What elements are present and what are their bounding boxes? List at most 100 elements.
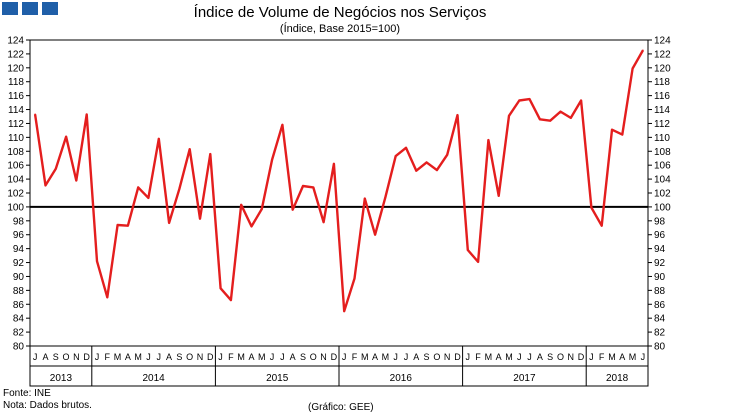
data-point bbox=[260, 208, 263, 210]
x-month-label: A bbox=[166, 352, 172, 362]
x-month-label: S bbox=[547, 352, 553, 362]
logo-square bbox=[2, 2, 18, 15]
y-tick-label-right: 116 bbox=[654, 91, 670, 102]
x-month-label: J bbox=[517, 352, 522, 362]
data-point bbox=[621, 133, 624, 136]
x-month-label: O bbox=[310, 352, 317, 362]
data-point bbox=[518, 99, 521, 102]
data-point bbox=[611, 128, 613, 131]
data-point bbox=[446, 153, 449, 156]
x-month-label: A bbox=[537, 352, 543, 362]
data-point bbox=[363, 197, 366, 200]
y-tick-label-left: 84 bbox=[13, 314, 25, 325]
x-month-label: N bbox=[197, 352, 204, 362]
x-month-label: M bbox=[608, 352, 616, 362]
x-month-label: N bbox=[568, 352, 575, 362]
year-label: 2017 bbox=[513, 373, 536, 384]
y-tick-label-left: 90 bbox=[13, 272, 25, 283]
y-tick-label-right: 86 bbox=[654, 300, 666, 311]
data-point bbox=[590, 206, 593, 209]
data-point bbox=[343, 310, 346, 313]
x-month-label: D bbox=[331, 352, 338, 362]
x-month-label: F bbox=[228, 352, 234, 362]
x-month-label: J bbox=[95, 352, 100, 362]
x-month-label: M bbox=[382, 352, 390, 362]
source-note: Fonte: INE bbox=[3, 388, 51, 399]
x-month-label: A bbox=[42, 352, 48, 362]
x-month-label: O bbox=[557, 352, 564, 362]
data-point bbox=[302, 185, 304, 187]
x-month-label: S bbox=[176, 352, 182, 362]
x-month-label: O bbox=[63, 352, 70, 362]
y-tick-label-left: 82 bbox=[13, 328, 25, 339]
y-tick-label-left: 100 bbox=[7, 202, 24, 213]
x-month-label: A bbox=[619, 352, 625, 362]
y-tick-label-left: 124 bbox=[7, 36, 24, 47]
y-tick-label-right: 114 bbox=[654, 105, 670, 116]
x-month-label: F bbox=[599, 352, 605, 362]
y-tick-label-right: 82 bbox=[654, 328, 666, 339]
data-point bbox=[199, 217, 201, 220]
data-point bbox=[312, 186, 315, 189]
x-month-label: M bbox=[134, 352, 142, 362]
data-point bbox=[229, 299, 232, 301]
x-month-label: O bbox=[186, 352, 193, 362]
y-tick-label-left: 122 bbox=[7, 49, 24, 60]
x-month-label: D bbox=[578, 352, 585, 362]
data-point bbox=[631, 67, 634, 70]
data-point bbox=[549, 119, 552, 122]
data-point bbox=[178, 187, 181, 190]
x-month-label: M bbox=[505, 352, 513, 362]
data-point bbox=[456, 114, 459, 117]
data-point bbox=[168, 222, 170, 224]
data-point bbox=[147, 196, 150, 199]
data-point bbox=[44, 184, 47, 187]
plot-area-frame bbox=[29, 39, 649, 387]
data-point bbox=[425, 161, 428, 164]
x-month-label: J bbox=[589, 352, 594, 362]
data-point bbox=[641, 49, 644, 52]
x-month-label: A bbox=[496, 352, 502, 362]
y-tick-label-right: 106 bbox=[654, 161, 671, 172]
y-tick-label-left: 96 bbox=[13, 230, 25, 241]
data-point bbox=[271, 158, 273, 161]
y-tick-label-left: 80 bbox=[13, 342, 25, 353]
logo-square bbox=[42, 2, 58, 15]
data-note: Nota: Dados brutos. bbox=[3, 400, 92, 411]
x-month-label: J bbox=[270, 352, 275, 362]
y-tick-label-right: 84 bbox=[654, 314, 666, 325]
year-label: 2016 bbox=[390, 373, 413, 384]
data-point bbox=[157, 137, 160, 140]
x-month-label: A bbox=[248, 352, 254, 362]
data-point bbox=[281, 123, 284, 126]
y-tick-label-right: 100 bbox=[654, 202, 671, 213]
data-point bbox=[435, 169, 438, 171]
data-point bbox=[85, 113, 88, 116]
data-point bbox=[96, 260, 98, 263]
y-tick-label-right: 94 bbox=[654, 244, 666, 255]
x-month-label: N bbox=[320, 352, 327, 362]
y-tick-label-right: 112 bbox=[654, 119, 670, 130]
data-point bbox=[466, 249, 469, 251]
data-point bbox=[538, 118, 541, 121]
y-tick-label-right: 102 bbox=[654, 189, 671, 200]
data-point bbox=[240, 203, 243, 206]
x-month-label: J bbox=[33, 352, 38, 362]
data-point bbox=[353, 277, 356, 280]
series-line bbox=[33, 49, 644, 313]
data-point bbox=[384, 196, 387, 199]
x-month-label: N bbox=[444, 352, 451, 362]
x-month-label: M bbox=[258, 352, 266, 362]
data-point bbox=[106, 296, 109, 299]
y-tick-label-right: 118 bbox=[654, 77, 670, 88]
data-point bbox=[65, 135, 67, 138]
data-point bbox=[116, 224, 119, 226]
x-month-label: F bbox=[105, 352, 111, 362]
y-tick-label-right: 88 bbox=[654, 286, 666, 297]
data-point bbox=[137, 186, 140, 189]
y-tick-label-right: 108 bbox=[654, 147, 671, 158]
y-tick-label-left: 94 bbox=[13, 244, 25, 255]
data-point bbox=[580, 99, 582, 102]
gee-logo bbox=[2, 2, 58, 15]
y-tick-label-right: 98 bbox=[654, 216, 666, 227]
